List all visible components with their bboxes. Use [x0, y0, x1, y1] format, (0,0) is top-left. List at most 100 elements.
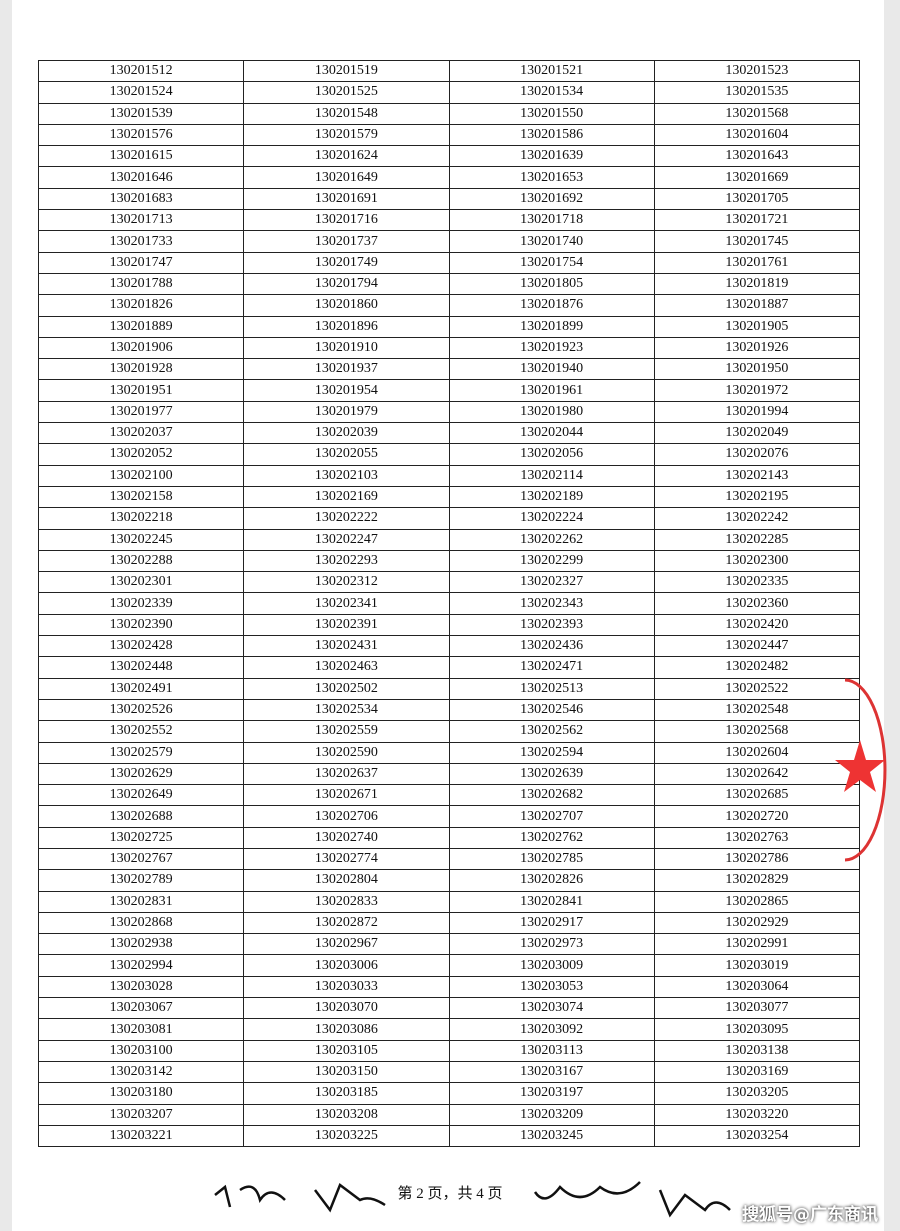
- id-cell: 130202829: [653, 869, 861, 892]
- id-cell: 130202055: [243, 443, 450, 466]
- id-cell: 130202642: [653, 762, 861, 786]
- id-cell: 130202594: [448, 741, 655, 764]
- table-row: 130202052 130202055 130202056 130202076: [37, 443, 861, 466]
- table-row: 130202448 130202463 130202471 130202482: [37, 656, 861, 679]
- id-cell: 130203254: [653, 1124, 861, 1148]
- table-row: 130201615 130201624 130201639 130201643: [37, 145, 861, 168]
- id-cell: 130201568: [653, 102, 861, 125]
- id-cell: 130202245: [37, 528, 245, 551]
- id-cell: 130202763: [653, 826, 861, 849]
- id-cell: 130203077: [653, 997, 861, 1020]
- id-cell: 130202872: [243, 911, 450, 935]
- table-row: 130202789 130202804 130202826 130202829: [37, 869, 861, 892]
- id-cell: 130201669: [653, 166, 861, 189]
- id-cell: 130202195: [653, 485, 861, 509]
- id-cell: 130202740: [243, 826, 450, 849]
- id-cell: 130203033: [243, 975, 450, 999]
- id-cell: 130203053: [448, 975, 655, 999]
- id-cell: 130202720: [653, 805, 861, 828]
- table-row: 130201951 130201954 130201961 130201972: [37, 379, 861, 402]
- id-cell: 130201954: [243, 379, 450, 402]
- table-row: 130202688 130202706 130202707 130202720: [37, 805, 861, 828]
- page-number: 第 2 页，共 4 页: [397, 1186, 503, 1202]
- id-cell: 130202671: [243, 784, 450, 807]
- table-row: 130202579 130202590 130202594 130202604: [37, 741, 861, 764]
- id-cell: 130202076: [653, 443, 861, 466]
- id-cell: 130203225: [243, 1124, 450, 1148]
- id-cell: 130202991: [653, 933, 861, 956]
- id-cell: 130202288: [37, 549, 245, 573]
- table-row: 130202725 130202740 130202762 130202763: [37, 826, 861, 849]
- table-row: 130202245 130202247 130202262 130202285: [37, 528, 861, 551]
- seal-star: [835, 740, 885, 792]
- table-row: 130202994 130203006 130203009 130203019: [37, 954, 861, 977]
- table-row: 130201524 130201525 130201534 130201535: [37, 81, 861, 104]
- id-cell: 130201716: [243, 209, 450, 232]
- table-row: 130202339 130202341 130202343 130202360: [37, 592, 861, 615]
- id-cell: 130202682: [448, 784, 655, 807]
- id-cell: 130201805: [448, 272, 655, 296]
- id-cell: 130202343: [448, 592, 655, 615]
- table-row: 130203180 130203185 130203197 130203205: [37, 1082, 861, 1105]
- id-cell: 130201534: [448, 81, 655, 104]
- table-row: 130202767 130202774 130202785 130202786: [37, 847, 861, 871]
- id-cell: 130203208: [243, 1103, 450, 1126]
- table-row: 130202301 130202312 130202327 130202335: [37, 571, 861, 594]
- table-row: 130202491 130202502 130202513 130202522: [37, 677, 861, 700]
- table-row: 130203142 130203150 130203167 130203169: [37, 1060, 861, 1084]
- id-cell: 130202262: [448, 528, 655, 551]
- id-cell: 130202568: [653, 720, 861, 743]
- id-cell: 130202420: [653, 613, 861, 637]
- id-cell: 130201940: [448, 358, 655, 381]
- id-cell: 130203009: [448, 954, 655, 977]
- table-row: 130203067 130203070 130203074 130203077: [37, 997, 861, 1020]
- id-cell: 130202471: [448, 656, 655, 679]
- id-cell: 130201646: [37, 166, 245, 189]
- table-row: 130202526 130202534 130202546 130202548: [37, 698, 861, 722]
- table-row: 130203221 130203225 130203245 130203254: [37, 1124, 861, 1148]
- table-row: 130201733 130201737 130201740 130201745: [37, 230, 861, 253]
- id-cell: 130203207: [37, 1103, 245, 1126]
- table-row: 130201826 130201860 130201876 130201887: [37, 294, 861, 317]
- id-cell: 130201747: [37, 251, 245, 274]
- table-row: 130202649 130202671 130202682 130202685: [37, 784, 861, 807]
- table-row: 130203207 130203208 130203209 130203220: [37, 1103, 861, 1126]
- id-cell: 130201691: [243, 187, 450, 211]
- table-row: 130201977 130201979 130201980 130201994: [37, 400, 861, 424]
- id-cell: 130202218: [37, 507, 245, 530]
- id-cell: 130201615: [37, 145, 245, 168]
- id-cell: 130203086: [243, 1018, 450, 1041]
- id-cell: 130201649: [243, 166, 450, 189]
- id-table: 130201512 130201519 130201521 130201523 1302…: [37, 59, 861, 1148]
- table-row: 130202100 130202103 130202114 130202143: [37, 464, 861, 487]
- signature: [533, 1181, 731, 1218]
- id-cell: 130202789: [37, 869, 245, 892]
- table-row: 130201646 130201649 130201653 130201669: [37, 166, 861, 189]
- watermark: 搜狐号@广东商讯: [742, 1205, 878, 1225]
- table-row: 130201747 130201749 130201754 130201761: [37, 251, 861, 274]
- id-cell: 130202785: [448, 847, 655, 871]
- id-cell: 130202841: [448, 890, 655, 913]
- id-cell: 130202826: [448, 869, 655, 892]
- table-row: 130202938 130202967 130202973 130202991: [37, 933, 861, 956]
- table-row: 130202552 130202559 130202562 130202568: [37, 720, 861, 743]
- id-cell: 130203220: [653, 1103, 861, 1126]
- id-cell: 130202559: [243, 720, 450, 743]
- table-row: 130201788 130201794 130201805 130201819: [37, 272, 861, 296]
- id-cell: 130203169: [653, 1060, 861, 1084]
- id-cell: 130202189: [448, 485, 655, 509]
- table-row: 130201512 130201519 130201521 130201523: [37, 59, 861, 83]
- table-row: 130201683 130201691 130201692 130201705: [37, 187, 861, 211]
- id-cell: 130202431: [243, 635, 450, 658]
- id-cell: 130202436: [448, 635, 655, 658]
- id-cell: 130201754: [448, 251, 655, 274]
- id-cell: 130202360: [653, 592, 861, 615]
- id-cell: 130201737: [243, 230, 450, 253]
- seal: [844, 678, 887, 862]
- id-cell: 130202293: [243, 549, 450, 573]
- id-cell: 130202390: [37, 613, 245, 637]
- id-cell: 130201950: [653, 358, 861, 381]
- id-cell: 130202327: [448, 571, 655, 594]
